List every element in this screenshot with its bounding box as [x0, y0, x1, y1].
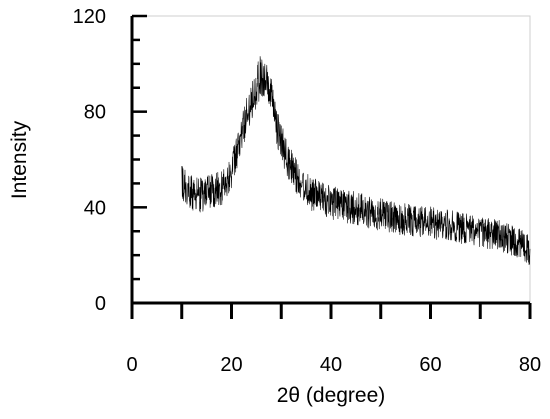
- x-axis-title: 2θ (degree): [277, 384, 386, 407]
- y-tick-label: 80: [84, 102, 106, 124]
- y-tick-label: 120: [73, 6, 106, 28]
- x-tick-label: 40: [320, 354, 342, 376]
- x-tick-label: 60: [419, 354, 441, 376]
- y-tick-label: 0: [95, 293, 106, 315]
- x-tick-label: 20: [220, 354, 242, 376]
- axes-layer: [130, 14, 532, 319]
- x-tick-label: 0: [126, 354, 137, 376]
- y-tick-label: 40: [84, 197, 106, 219]
- y-axis-title: Intensity: [8, 120, 31, 199]
- series-layer: [181, 56, 531, 265]
- plot-frame: [131, 15, 531, 304]
- label-layer: 0 20 40 60 80 0 40 80 120: [73, 6, 542, 376]
- x-tick-label: 80: [519, 354, 541, 376]
- series-line-0: [181, 56, 531, 265]
